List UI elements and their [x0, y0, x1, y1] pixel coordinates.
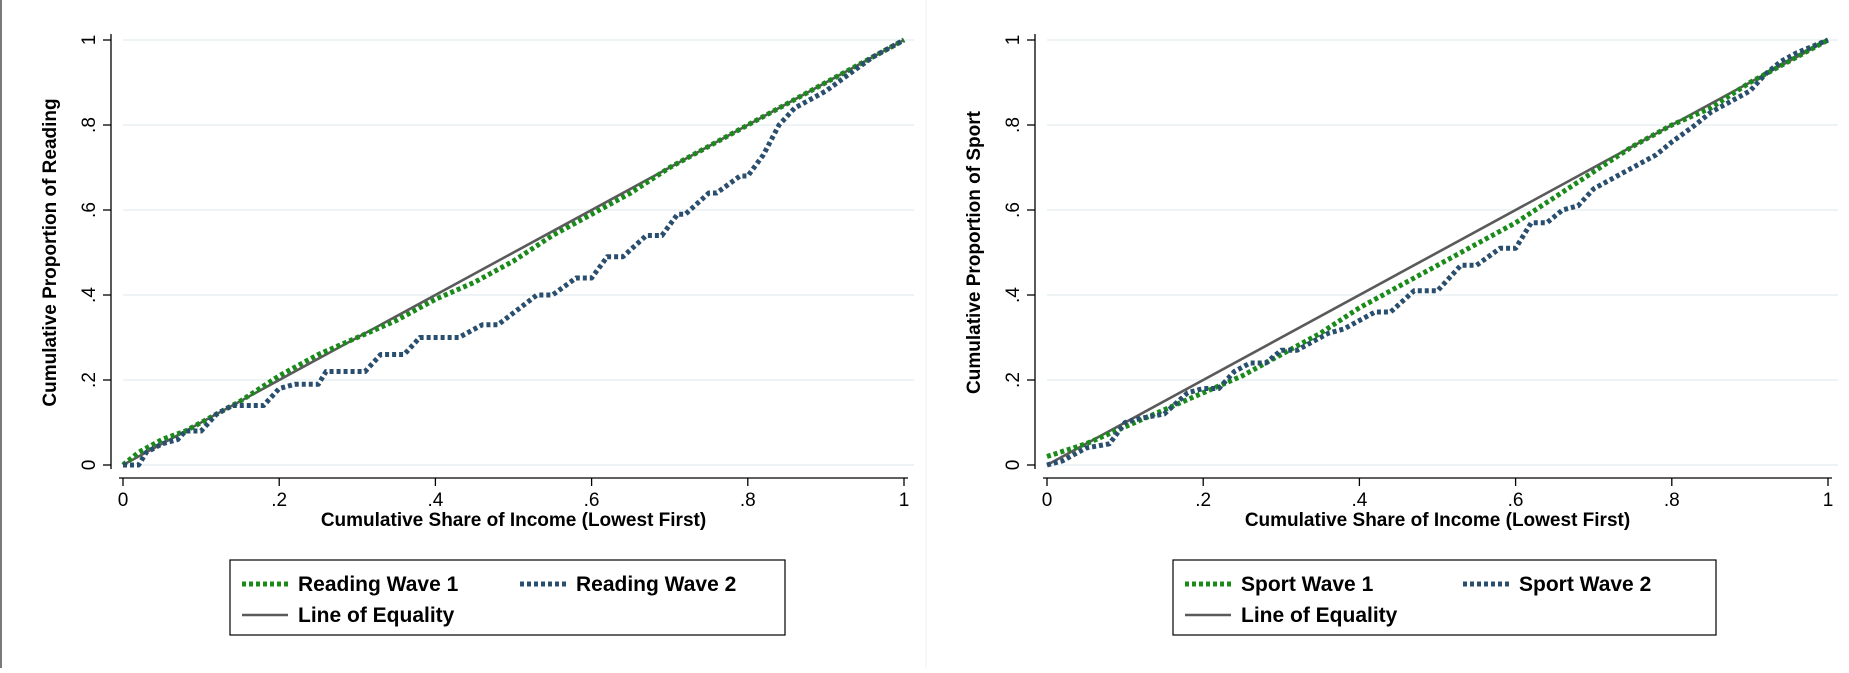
legend-label-reading-wave-1: Reading Wave 1: [298, 573, 459, 596]
y-tick-label: .8: [79, 117, 100, 133]
x-tick-label: .2: [271, 490, 287, 511]
x-tick-label: .8: [1664, 490, 1680, 511]
legend-box: [1172, 559, 1717, 636]
y-tick-label: 0: [1003, 460, 1024, 471]
y-axis-title: Cumulative Proportion of Reading: [40, 98, 61, 406]
x-tick-label: .6: [584, 490, 600, 511]
y-tick-label: 1: [1003, 35, 1024, 46]
x-tick-label: .6: [1508, 490, 1524, 511]
x-tick-label: .4: [427, 490, 443, 511]
x-axis-title: Cumulative Share of Income (Lowest First…: [321, 510, 706, 531]
legend-label-sport-wave-2: Sport Wave 2: [1519, 573, 1651, 596]
legend-box: [229, 559, 786, 636]
x-tick-label: .8: [740, 490, 756, 511]
y-tick-label: .8: [1003, 117, 1024, 133]
chart-legend: Sport Wave 1 Sport Wave 2 Line of Equality: [1172, 559, 1717, 636]
y-axis-title: Cumulative Proportion of Sport: [964, 110, 985, 394]
series-line-line-of-equality: [1046, 38, 1829, 467]
series-line-reading-wave-2: [123, 37, 906, 468]
y-tick-label: 0: [79, 460, 100, 471]
x-tick-label: 1: [1823, 490, 1834, 511]
series-line-sport-wave-2: [1046, 37, 1829, 468]
legend-label-reading-wave-2: Reading Wave 2: [576, 573, 736, 596]
legend-label-line-of-equality: Line of Equality: [1241, 604, 1398, 627]
x-tick-label: .2: [1195, 490, 1211, 511]
y-tick-label: .6: [79, 202, 100, 218]
x-tick-label: 0: [1042, 490, 1053, 511]
legend-label-line-of-equality: Line of Equality: [298, 604, 455, 627]
reading-lorenz-panel: 0 .2 .4 .6 .8 1 0 .2 .4 .6 .8 1 Cumulative Share of …: [40, 34, 914, 636]
y-tick-label: .2: [79, 372, 100, 388]
chart-legend: Reading Wave 1 Reading Wave 2 Line of Equa…: [229, 559, 786, 636]
x-tick-label: 1: [899, 490, 910, 511]
y-tick-label: .2: [1003, 372, 1024, 388]
legend-label-sport-wave-1: Sport Wave 1: [1241, 573, 1374, 596]
y-tick-label: .4: [79, 287, 100, 303]
y-tick-label: .6: [1003, 202, 1024, 218]
y-tick-label: 1: [79, 35, 100, 46]
x-tick-label: 0: [118, 490, 129, 511]
x-tick-label: .4: [1351, 490, 1367, 511]
y-tick-label: .4: [1003, 287, 1024, 303]
x-axis-title: Cumulative Share of Income (Lowest First…: [1245, 510, 1630, 531]
sport-lorenz-panel: 0 .2 .4 .6 .8 1 0 .2 .4 .6 .8 1 Cumulative Share of …: [964, 34, 1838, 636]
